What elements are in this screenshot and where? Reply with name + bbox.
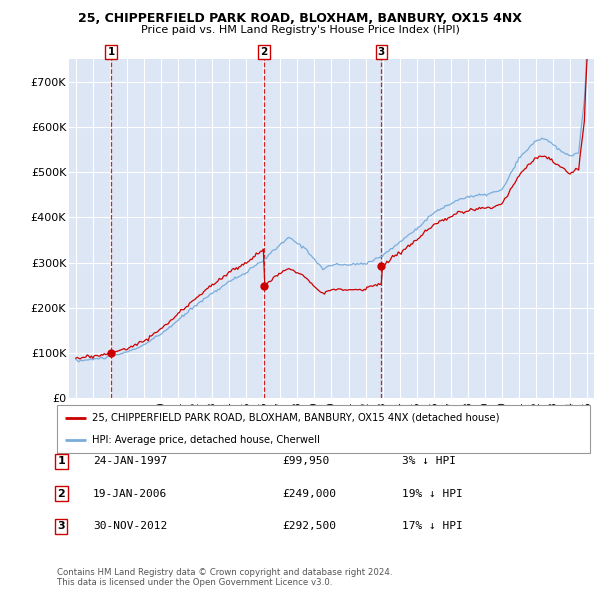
Text: 2: 2	[260, 47, 268, 57]
Text: 24-JAN-1997: 24-JAN-1997	[93, 457, 167, 466]
Text: 25, CHIPPERFIELD PARK ROAD, BLOXHAM, BANBURY, OX15 4NX (detached house): 25, CHIPPERFIELD PARK ROAD, BLOXHAM, BAN…	[92, 413, 499, 423]
Text: £292,500: £292,500	[282, 522, 336, 531]
Text: 30-NOV-2012: 30-NOV-2012	[93, 522, 167, 531]
Text: 2: 2	[58, 489, 65, 499]
Text: Price paid vs. HM Land Registry's House Price Index (HPI): Price paid vs. HM Land Registry's House …	[140, 25, 460, 35]
Text: 1: 1	[58, 457, 65, 466]
Text: HPI: Average price, detached house, Cherwell: HPI: Average price, detached house, Cher…	[92, 435, 320, 445]
Text: £249,000: £249,000	[282, 489, 336, 499]
Text: 3: 3	[377, 47, 385, 57]
Text: Contains HM Land Registry data © Crown copyright and database right 2024.
This d: Contains HM Land Registry data © Crown c…	[57, 568, 392, 587]
Text: £99,950: £99,950	[282, 457, 329, 466]
Text: 17% ↓ HPI: 17% ↓ HPI	[402, 522, 463, 531]
Text: 3% ↓ HPI: 3% ↓ HPI	[402, 457, 456, 466]
Text: 19% ↓ HPI: 19% ↓ HPI	[402, 489, 463, 499]
Text: 3: 3	[58, 522, 65, 531]
Text: 1: 1	[107, 47, 115, 57]
Text: 25, CHIPPERFIELD PARK ROAD, BLOXHAM, BANBURY, OX15 4NX: 25, CHIPPERFIELD PARK ROAD, BLOXHAM, BAN…	[78, 12, 522, 25]
Text: 19-JAN-2006: 19-JAN-2006	[93, 489, 167, 499]
